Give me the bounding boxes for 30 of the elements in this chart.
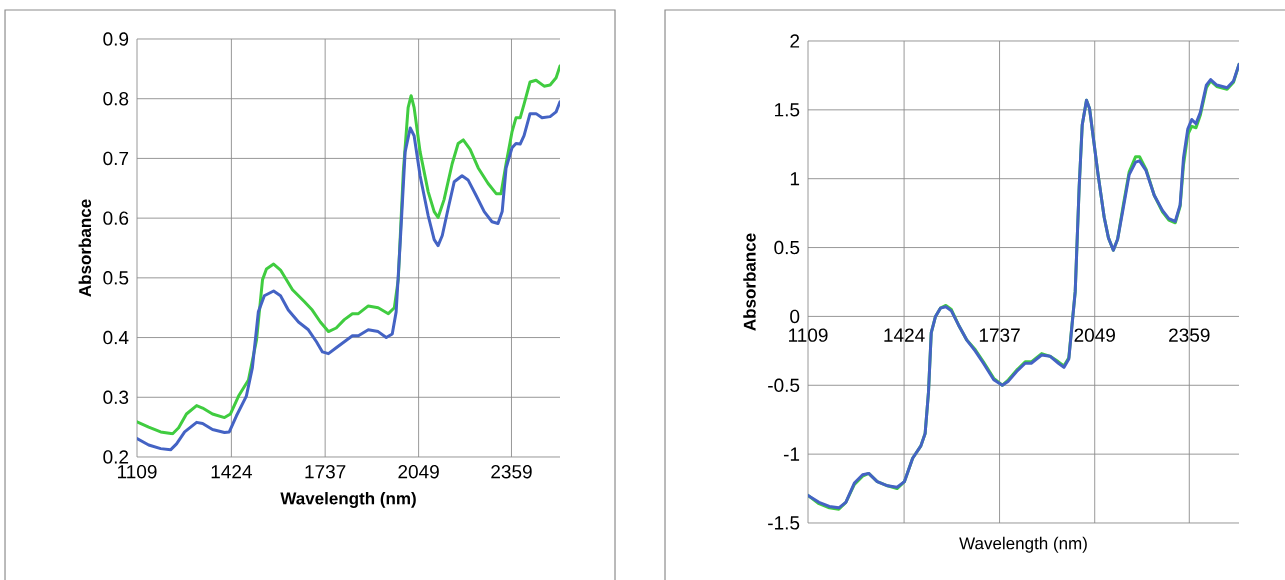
x-tick-label: 1424 <box>211 464 252 479</box>
y-tick-label: 0.3 <box>103 390 129 404</box>
x-tick-label: 1109 <box>118 464 157 479</box>
y-tick-label: 0.7 <box>103 151 129 166</box>
x-tick-label: 2359 <box>491 464 532 479</box>
y-tick-label: 0.9 <box>103 32 129 46</box>
x-tick-label: 1737 <box>979 328 1020 342</box>
y-tick-label: 0.6 <box>103 211 129 225</box>
x-tick-label: 1737 <box>305 464 346 479</box>
x-axis-title: Wavelength (nm) <box>280 491 416 508</box>
y-tick-label: 0.8 <box>103 91 129 106</box>
x-tick-label: 1424 <box>884 328 925 342</box>
x-tick-label: 2049 <box>398 464 439 479</box>
y-tick-label: -1 <box>783 447 800 461</box>
x-tick-label: 1109 <box>789 328 828 342</box>
y-tick-label: 0.4 <box>103 330 129 345</box>
y-tick-label: 0.2 <box>103 450 129 464</box>
y-tick-label: -0.5 <box>768 378 800 392</box>
x-axis-title: Wavelength (nm) <box>959 536 1087 553</box>
y-tick-label: -1.5 <box>768 516 800 530</box>
y-axis-title: Absorbance <box>78 199 92 297</box>
x-tick-label: 2359 <box>1169 328 1210 342</box>
y-axis-title: Absorbance <box>743 233 756 331</box>
x-tick-label: 2049 <box>1074 328 1115 342</box>
y-tick-label: 1 <box>790 172 800 186</box>
y-tick-label: 2 <box>790 34 800 48</box>
y-tick-label: 0.5 <box>774 240 800 255</box>
y-tick-label: 0.5 <box>103 271 129 285</box>
y-tick-label: 0 <box>790 309 800 324</box>
y-tick-label: 1.5 <box>775 103 800 117</box>
